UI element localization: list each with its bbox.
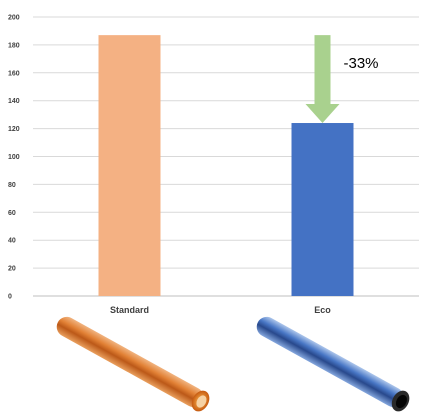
y-tick-label: 200 <box>8 15 20 22</box>
y-tick-label: 80 <box>8 182 16 189</box>
y-tick-label: 140 <box>8 98 20 105</box>
y-tick-label: 60 <box>8 210 16 217</box>
y-tick-label: 180 <box>8 42 20 49</box>
reduction-annotation: -33% <box>305 35 379 124</box>
y-tick-label: 160 <box>8 70 20 77</box>
gridlines <box>33 16 419 297</box>
category-label: Eco <box>314 305 331 315</box>
y-tick-label: 100 <box>8 154 20 161</box>
reduction-label: -33% <box>344 55 379 72</box>
bars <box>98 35 354 297</box>
category-labels: Standard Eco <box>110 305 331 315</box>
y-tick-label: 20 <box>8 266 16 273</box>
category-label: Standard <box>110 305 149 315</box>
orange-pipe-icon <box>56 316 210 412</box>
y-tick-label: 120 <box>8 126 20 133</box>
y-tick-label: 40 <box>8 238 16 245</box>
y-tick-label: 0 <box>8 294 12 301</box>
down-arrow-icon <box>305 35 340 124</box>
bar-eco <box>291 123 354 297</box>
blue-pipe-icon <box>256 316 410 412</box>
bar-standard <box>98 35 161 296</box>
y-axis-tick-labels: 0 20 40 60 80 100 120 140 160 180 200 <box>8 15 20 301</box>
